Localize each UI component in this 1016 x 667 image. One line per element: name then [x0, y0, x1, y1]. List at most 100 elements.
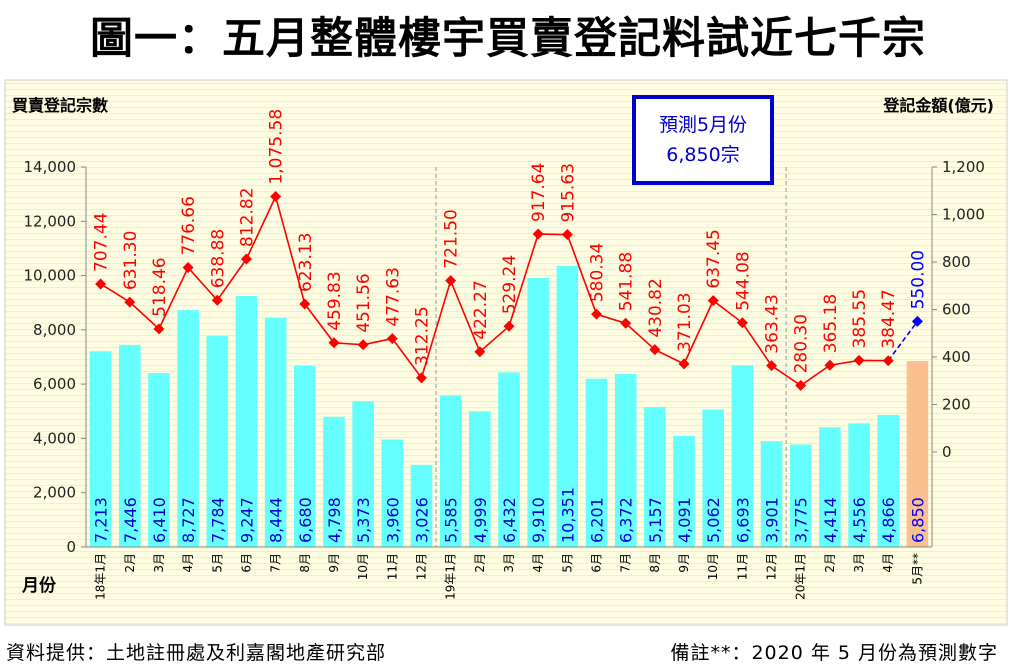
y-right-tick-label: 200 [942, 396, 971, 414]
bar-data-label: 6,201 [588, 497, 607, 543]
bar [235, 296, 258, 547]
line-point [561, 229, 573, 241]
forecast-annotation-box [632, 95, 774, 185]
line-data-label: 541.88 [617, 252, 637, 311]
bar-data-label: 6,372 [617, 497, 636, 543]
bar [760, 441, 783, 547]
line-data-label: 363.43 [763, 294, 783, 353]
x-tick-label: 20年1月 [794, 553, 808, 600]
y-right-tick-label: 800 [942, 253, 971, 271]
bar-data-label: 8,727 [179, 497, 198, 543]
chart-title: 圖一：五月整體樓宇買賣登記料試近七千宗 [90, 14, 926, 64]
bar-data-label: 7,784 [208, 497, 227, 543]
line-data-label: 280.30 [792, 314, 812, 373]
line-point [882, 355, 894, 367]
bar [527, 278, 549, 547]
x-tick-label: 5月 [210, 553, 224, 573]
line-point [211, 294, 223, 306]
bar-data-label: 4,414 [821, 497, 840, 543]
line-data-label: 422.27 [471, 280, 491, 339]
x-tick-label: 9月 [677, 553, 691, 573]
forecast-annotation-line1: 預測5月份 [659, 114, 747, 136]
bar-data-label: 5,062 [704, 497, 723, 543]
bar-data-label: 3,775 [792, 497, 811, 543]
line-data-label: 637.45 [704, 229, 724, 288]
bar-data-label: 4,798 [325, 497, 344, 543]
bar [148, 373, 170, 547]
x-tick-label: 11月 [735, 553, 749, 580]
y-axis-left-label: 買賣登記宗數 [12, 96, 108, 115]
line-data-label: 451.56 [354, 273, 374, 332]
x-tick-label: 6月 [239, 553, 253, 573]
line-data-label: 518.46 [150, 257, 170, 316]
x-tick-label: 12月 [765, 553, 779, 580]
bar [469, 411, 491, 547]
line-point [95, 278, 107, 290]
y-right-tick-label: 400 [942, 348, 971, 366]
source-note: 資料提供：土地註冊處及利嘉閣地產研究部 [6, 642, 387, 664]
line-point [124, 296, 136, 308]
y-left-tick-label: 12,000 [24, 212, 77, 230]
bar [877, 414, 900, 547]
x-tick-label: 3月 [152, 553, 166, 573]
bar-data-label: 5,373 [354, 497, 373, 543]
bar-data-label: 4,866 [879, 497, 898, 543]
x-tick-label: 4月 [181, 553, 195, 573]
x-tick-label: 8月 [648, 553, 662, 573]
x-tick-label: 18年1月 [94, 553, 108, 600]
bar-data-label: 5,157 [646, 497, 665, 543]
x-tick-label: 19年1月 [444, 553, 458, 600]
line-data-label: 707.44 [92, 212, 112, 271]
bar-data-label: 9,247 [237, 497, 256, 543]
line-point [591, 308, 603, 320]
bar [556, 266, 579, 547]
line-point [503, 320, 515, 332]
bar-data-label: 6,432 [500, 497, 519, 543]
bar [731, 365, 754, 547]
y-left-tick-label: 14,000 [24, 158, 77, 176]
line-point [853, 354, 865, 366]
x-tick-label: 10月 [356, 553, 370, 580]
x-tick-label: 2月 [823, 553, 837, 573]
bar [789, 444, 812, 547]
line-data-label: 721.50 [442, 209, 462, 268]
y-left-tick-label: 0 [66, 538, 76, 556]
line-point [328, 337, 340, 349]
bar-data-label: 6,410 [150, 497, 169, 543]
line-data-label: 631.30 [121, 231, 141, 290]
line-point [795, 379, 807, 391]
line-point [824, 359, 836, 371]
bar [848, 423, 870, 547]
line-data-label: 917.64 [529, 163, 549, 222]
line-data-label: 544.08 [733, 251, 753, 310]
y-left-tick-label: 4,000 [33, 429, 76, 447]
line-data-label: 550.00 [908, 250, 928, 309]
line-point [678, 358, 690, 370]
bar [323, 416, 345, 547]
forecast-footnote: 備註**：2020 年 5 月份為預測數字 [670, 642, 998, 664]
y-right-tick-label: 1,200 [942, 158, 985, 176]
line-point [620, 317, 632, 329]
y-right-tick-label: 600 [942, 301, 971, 319]
line-data-label: 477.63 [383, 267, 403, 326]
bar-data-label: 4,999 [471, 497, 490, 543]
bar-data-label: 7,446 [121, 497, 140, 543]
x-tick-label: 2月 [123, 553, 137, 573]
line-data-label: 385.55 [850, 289, 870, 348]
x-tick-label: 5月 [560, 553, 574, 573]
bar [118, 344, 141, 547]
line-data-label: 365.18 [821, 294, 841, 353]
line-point [532, 228, 544, 240]
bar [89, 351, 112, 547]
bar [381, 439, 404, 547]
line-point [386, 333, 398, 345]
y-right-tick-label: 1,000 [942, 206, 985, 224]
line-data-label: 312.25 [412, 306, 432, 365]
line-point [474, 346, 486, 358]
y-left-tick-label: 8,000 [33, 321, 76, 339]
line-data-label: 1,075.58 [267, 109, 287, 185]
bar [585, 378, 608, 547]
bar-data-label: 7,213 [92, 497, 111, 543]
line-point [240, 253, 252, 265]
